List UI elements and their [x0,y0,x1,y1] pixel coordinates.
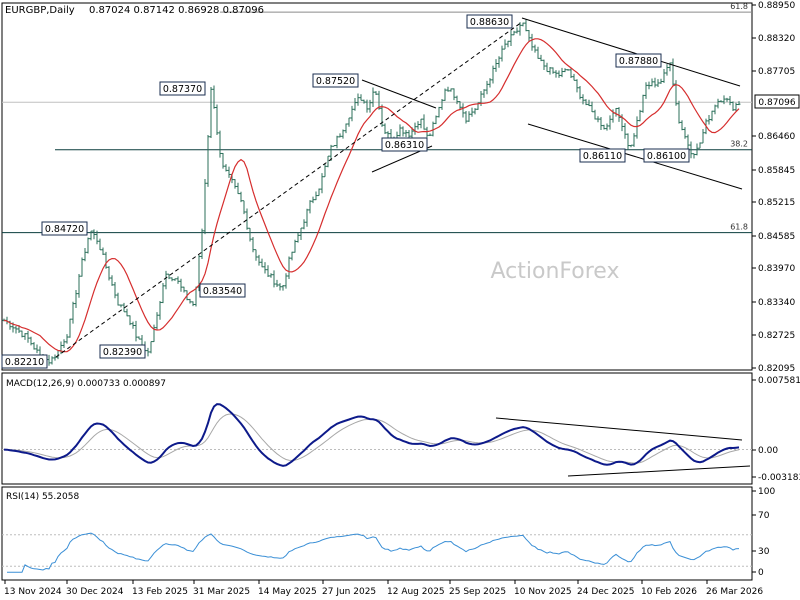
price-annotation-box [99,344,146,359]
price-annotation-label: 0.86310 [385,140,424,151]
macd-tick-label: -0.003183 [758,473,800,483]
fib-label-1: 38.2 [730,140,748,149]
price-annotation-box [381,137,428,152]
price-annotation-box [312,73,359,88]
x-tick-label: 31 Mar 2025 [193,587,250,597]
price-annotation-box [643,148,690,163]
trendline-4 [361,79,437,109]
trendline-0 [55,21,523,358]
fib-label-0: 61.8 [730,2,748,11]
x-tick-label: 26 Mar 2026 [706,587,763,597]
price-tick-label: 0.85215 [758,198,795,208]
watermark-text: ActionForex [491,259,620,284]
price-tick-label: 0.82095 [758,364,795,374]
x-tick-label: 14 May 2025 [258,587,317,597]
symbol-label: EURGBP,Daily [5,5,75,16]
price-annotation-label: 0.88630 [470,17,509,28]
price-tick-label: 0.82725 [758,331,795,341]
price-annotation-box [159,81,206,96]
x-tick-label: 27 Jun 2025 [322,587,376,597]
x-tick-label: 10 Nov 2025 [514,587,572,597]
rsi-panel-frame [1,486,753,581]
price-annotation-box [579,148,626,163]
macd-trendline-lower [567,465,751,477]
x-tick-label: 10 Feb 2026 [641,587,697,597]
price-annotation-box [466,14,513,29]
x-tick-label: 24 Dec 2025 [577,587,635,597]
price-annotation-label: 0.83540 [203,286,242,297]
price-annotation-label: 0.82390 [103,347,142,358]
ohlc-label: 0.87024 0.87142 0.86928 0.87096 [89,5,264,16]
price-annotation-label: 0.86100 [647,151,686,162]
price-annotation-box [1,354,48,369]
macd-tick-label: 0.00 [758,446,778,456]
price-tick-label: 0.83340 [758,298,795,308]
rsi-tick-label: 100 [758,487,775,497]
x-tick-label: 12 Aug 2025 [387,587,445,597]
price-tick-label: 0.87705 [758,67,795,77]
x-tick-label: 13 Nov 2024 [4,587,62,597]
price-annotation-box [199,283,246,298]
price-annotation-label: 0.82210 [5,357,44,368]
price-tick-label: 0.84585 [758,232,795,242]
current-price-label: 0.87096 [758,98,795,108]
price-annotation-box [615,53,662,68]
macd-label: MACD(12,26,9) 0.000733 0.000897 [6,379,166,389]
rsi-line [7,532,740,573]
price-annotation-label: 0.87880 [619,56,658,67]
rsi-label: RSI(14) 55.2058 [6,492,79,502]
macd-line [3,403,740,467]
price-tick-label: 0.88320 [758,34,795,44]
price-tick-label: 0.83970 [758,264,795,274]
price-tick-label: 0.85845 [758,166,795,176]
trendline-2 [521,17,741,87]
fib-label-2: 61.8 [730,223,748,232]
trendline-3 [527,123,743,190]
price-annotation-label: 0.86110 [583,151,622,162]
price-tick-label: 0.86460 [758,132,795,142]
macd-panel-frame [1,372,753,485]
price-annotation-label: 0.84720 [45,224,84,235]
price-annotation-label: 0.87370 [163,84,202,95]
rsi-tick-label: 0 [758,568,764,578]
price-annotation-label: 0.87520 [316,76,355,87]
rsi-tick-label: 30 [758,547,770,557]
rsi-tick-label: 70 [758,511,770,521]
macd-tick-label: 0.007581 [758,376,800,386]
price-panel-frame [1,2,753,371]
current-price-box [754,94,800,109]
price-annotation-box [41,221,88,236]
x-tick-label: 13 Feb 2025 [132,587,188,597]
x-tick-label: 30 Dec 2024 [66,587,124,597]
price-tick-label: 0.88950 [758,1,795,11]
moving-average-line [3,38,740,353]
watermark: ActionForex [491,259,620,284]
x-tick-label: 25 Sep 2025 [449,587,506,597]
macd-trendline-upper [495,417,743,441]
